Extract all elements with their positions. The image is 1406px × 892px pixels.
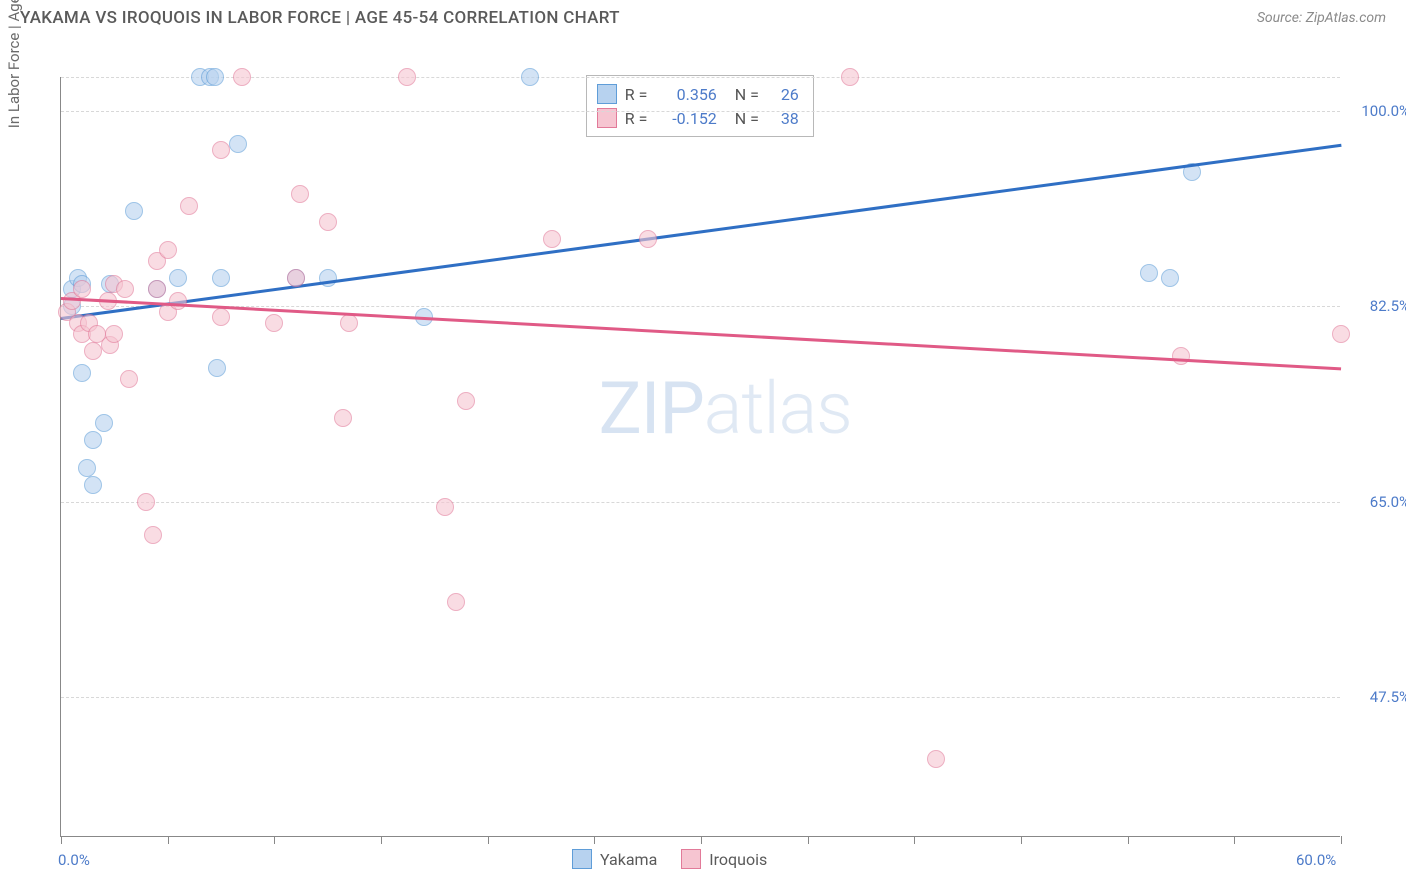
data-point [73, 364, 91, 382]
data-point [84, 431, 102, 449]
data-point [169, 269, 187, 287]
legend-swatch [681, 849, 701, 869]
x-tick [1128, 836, 1129, 844]
data-point [95, 414, 113, 432]
data-point [137, 493, 155, 511]
x-tick [701, 836, 702, 844]
data-point [340, 314, 358, 332]
data-point [159, 241, 177, 259]
data-point [521, 68, 539, 86]
y-tick-label: 65.0% [1350, 493, 1406, 511]
data-point [639, 230, 657, 248]
data-point [144, 526, 162, 544]
data-point [1172, 347, 1190, 365]
data-point [398, 68, 416, 86]
stat-r-label: R = [625, 85, 653, 104]
chart-title: YAKAMA VS IROQUOIS IN LABOR FORCE | AGE … [20, 8, 620, 28]
legend-item: Iroquois [681, 849, 767, 869]
data-point [116, 280, 134, 298]
data-point [447, 593, 465, 611]
x-tick [914, 836, 915, 844]
stat-row: R = 0.356 N = 26 [597, 82, 799, 106]
data-point [1140, 264, 1158, 282]
legend-label: Yakama [600, 850, 657, 869]
x-tick [1341, 836, 1342, 844]
correlation-stats-box: R =0.356N =26R =-0.152N =38 [586, 75, 814, 137]
data-point [208, 359, 226, 377]
data-point [229, 135, 247, 153]
data-point [543, 230, 561, 248]
data-point [169, 292, 187, 310]
data-point [287, 269, 305, 287]
x-tick [1234, 836, 1235, 844]
x-start-label: 0.0% [58, 851, 90, 869]
series-legend: Yakama Iroquois [572, 849, 767, 869]
data-point [265, 314, 283, 332]
x-tick [168, 836, 169, 844]
data-point [206, 68, 224, 86]
y-tick-label: 100.0% [1350, 102, 1406, 120]
data-point [841, 68, 859, 86]
legend-swatch [572, 849, 592, 869]
data-point [233, 68, 251, 86]
data-point [212, 141, 230, 159]
data-point [120, 370, 138, 388]
data-point [148, 280, 166, 298]
data-point [319, 269, 337, 287]
x-tick [274, 836, 275, 844]
y-tick-label: 47.5% [1350, 688, 1406, 706]
gridline [61, 697, 1340, 698]
data-point [436, 498, 454, 516]
plot-region: ZIPatlas R =0.356N =26R =-0.152N =38 47.… [60, 77, 1340, 837]
x-tick [808, 836, 809, 844]
legend-label: Iroquois [709, 850, 767, 869]
x-tick [381, 836, 382, 844]
data-point [212, 269, 230, 287]
gridline [61, 111, 1340, 112]
x-tick [1021, 836, 1022, 844]
data-point [84, 476, 102, 494]
data-point [84, 342, 102, 360]
gridline [61, 502, 1340, 503]
legend-item: Yakama [572, 849, 657, 869]
trend-line [61, 144, 1341, 320]
watermark: ZIPatlas [599, 366, 852, 451]
data-point [78, 459, 96, 477]
trend-line [61, 297, 1341, 370]
x-tick [488, 836, 489, 844]
data-point [73, 280, 91, 298]
data-point [291, 185, 309, 203]
y-tick-label: 82.5% [1350, 297, 1406, 315]
data-point [319, 213, 337, 231]
data-point [334, 409, 352, 427]
data-point [1161, 269, 1179, 287]
data-point [180, 197, 198, 215]
data-point [125, 202, 143, 220]
legend-swatch [597, 84, 617, 104]
data-point [927, 750, 945, 768]
data-point [457, 392, 475, 410]
x-tick [594, 836, 595, 844]
x-end-label: 60.0% [1296, 851, 1336, 869]
stat-n-value: 26 [771, 85, 799, 104]
gridline [61, 77, 1340, 78]
data-point [212, 308, 230, 326]
data-point [105, 325, 123, 343]
y-axis-label: In Labor Force | Age 45-54 [5, 0, 23, 128]
source-label: Source: ZipAtlas.com [1257, 10, 1386, 26]
stat-r-value: 0.356 [661, 85, 717, 104]
data-point [1332, 325, 1350, 343]
x-tick [61, 836, 62, 844]
stat-n-label: N = [735, 85, 763, 104]
